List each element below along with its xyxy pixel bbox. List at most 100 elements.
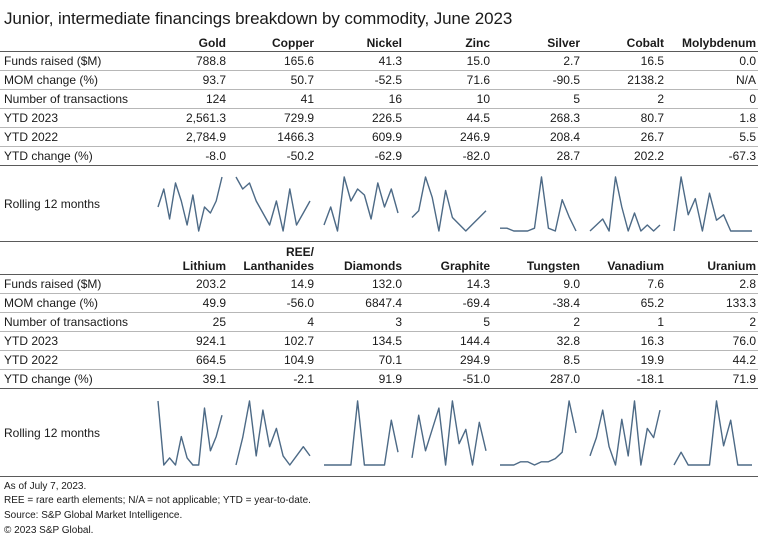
sparkline-line [411,400,487,466]
table-cell: 664.5 [150,350,228,370]
table-cell: 76.0 [666,331,758,351]
table-cell: 71.6 [404,70,492,90]
column-header-line: Lanthanides [243,259,314,273]
table-cell: 3 [316,312,404,332]
table-cell: 14.3 [404,274,492,294]
table-cell: -90.5 [492,70,582,90]
table-cell: 609.9 [316,127,404,147]
table-cell: 70.1 [316,350,404,370]
table-cell: 4 [228,312,316,332]
table-cell: 5.5 [666,127,758,147]
sparkline-diamonds [324,400,399,466]
table-cell: 6847.4 [316,293,404,313]
table-cell: 14.9 [228,274,316,294]
table-row: Funds raised ($M) 203.2 14.9 132.0 14.3 9.0 7.… [0,274,758,294]
table-cell: 788.8 [150,51,228,71]
table-cell: -52.5 [316,70,404,90]
table-cell: -69.4 [404,293,492,313]
table-cell: 132.0 [316,274,404,294]
column-header: Copper [228,33,316,52]
sparkline-uranium [673,400,752,466]
table-cell: -51.0 [404,369,492,389]
table-cell: 165.6 [228,51,316,71]
sparkline-line [589,176,661,232]
table-cell: 32.8 [492,331,582,351]
table-row: YTD 2023 924.1 102.7 134.5 144.4 32.8 16.3 76.0 [0,331,758,351]
sparkline-row-1: Rolling 12 months [0,168,758,242]
table-cell: 2 [666,312,758,332]
table-cell: 246.9 [404,127,492,147]
table-cell: -56.0 [228,293,316,313]
column-header-line: Diamonds [343,259,402,273]
row-label: Funds raised ($M) [0,51,150,71]
table-cell: 15.0 [404,51,492,71]
column-header: Graphite [404,243,492,275]
sparkline-row-label: Rolling 12 months [4,197,101,211]
table-cell: 8.5 [492,350,582,370]
table-cell: 133.3 [666,293,758,313]
table-row: Number of transactions 124 41 16 10 5 2 0 [0,89,758,109]
column-header: Molybdenum [666,33,758,52]
commodity-table-2: Lithium REE/Lanthanides Diamonds Graphite Tu… [0,243,758,389]
sparkline-tungsten [500,400,577,466]
table-cell: 19.9 [582,350,666,370]
table-cell: N/A [666,70,758,90]
table-cell: 9.0 [492,274,582,294]
column-header-line: Tungsten [526,259,580,273]
chart-title: Junior, intermediate financings breakdow… [4,9,513,28]
table-cell: 134.5 [316,331,404,351]
column-header: Vanadium [582,243,666,275]
table-row: Number of transactions 25 4 3 5 2 1 2 [0,312,758,332]
sparkline-line [157,176,223,232]
column-header-line: REE/ [285,245,314,259]
sparkline-line [324,400,399,466]
table-cell: 144.4 [404,331,492,351]
column-header: Gold [150,33,228,52]
row-label: Funds raised ($M) [0,274,150,294]
table-row: YTD change (%) 39.1 -2.1 91.9 -51.0 287.0 -18.… [0,369,758,389]
table-cell: 102.7 [228,331,316,351]
table-cell: 294.9 [404,350,492,370]
column-header-line: Graphite [440,259,490,273]
footnote: © 2023 S&P Global. [4,525,94,536]
table-cell: 2 [582,89,666,109]
table-cell: 80.7 [582,108,666,128]
table-cell: 16 [316,89,404,109]
column-header-line: Vanadium [607,259,664,273]
column-header-line: Lithium [182,259,226,273]
row-label: YTD change (%) [0,146,150,166]
sparkline-row-label: Rolling 12 months [4,426,101,440]
table-cell: -62.9 [316,146,404,166]
table-cell: 268.3 [492,108,582,128]
column-header-line: Uranium [707,259,756,273]
table-row: YTD 2022 2,784.9 1466.3 609.9 246.9 208.4 26.7… [0,127,758,147]
table-cell: 25 [150,312,228,332]
table-cell: 203.2 [150,274,228,294]
table-cell: 44.5 [404,108,492,128]
table-row: YTD change (%) -8.0 -50.2 -62.9 -82.0 28.7 202… [0,146,758,166]
header-row: Lithium REE/Lanthanides Diamonds Graphite Tu… [0,243,758,275]
row-label: MOM change (%) [0,293,150,313]
sparkline-nickel [323,176,399,232]
table-cell: -82.0 [404,146,492,166]
table-cell: 16.5 [582,51,666,71]
table-cell: 0 [666,89,758,109]
table-cell: 91.9 [316,369,404,389]
table-cell: 16.3 [582,331,666,351]
table-cell: 7.6 [582,274,666,294]
column-header: Lithium [150,243,228,275]
table-cell: 65.2 [582,293,666,313]
row-label: YTD 2022 [0,127,150,147]
footnote: As of July 7, 2023. [4,481,87,492]
column-header: Silver [492,33,582,52]
column-header: Uranium [666,243,758,275]
row-label: YTD 2022 [0,350,150,370]
table-cell: -18.1 [582,369,666,389]
sparkline-line [500,176,577,232]
table-cell: 49.9 [150,293,228,313]
table-cell: 2138.2 [582,70,666,90]
table-cell: 2,784.9 [150,127,228,147]
sparkline-line [235,400,311,466]
header-blank [0,243,150,275]
header-blank [0,33,150,52]
